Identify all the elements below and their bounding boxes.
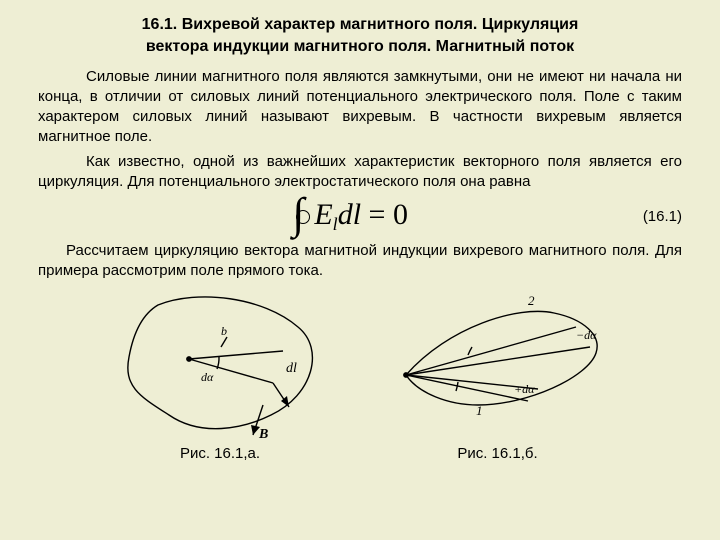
figure-b-caption: Рис. 16.1,б.: [378, 445, 618, 462]
figure-a: dl B dα b Рис. 16.1,а.: [103, 287, 338, 462]
figure-a-caption: Рис. 16.1,а.: [103, 445, 338, 462]
paragraph-2: Как известно, одной из важнейших характе…: [38, 152, 682, 192]
title-line-2: вектора индукции магнитного поля. Магнит…: [146, 38, 574, 55]
integral-circle: [296, 210, 310, 224]
eq-equals: =: [361, 198, 393, 231]
eq-zero: 0: [393, 198, 408, 231]
page-root: 16.1. Вихревой характер магнитного поля.…: [0, 0, 720, 470]
eq-E: E: [314, 198, 332, 231]
label-pos-da: +dα: [514, 382, 535, 396]
paragraph-1: Силовые линии магнитного поля являются з…: [38, 67, 682, 146]
figures-row: dl B dα b Рис. 16.1,а.: [38, 287, 682, 462]
figure-b-svg: 1 2 +dα −dα: [378, 287, 618, 445]
equation-number: (16.1): [643, 208, 682, 225]
label-dl: dl: [286, 361, 297, 376]
label-neg-da: −dα: [576, 328, 597, 342]
title-line-1: 16.1. Вихревой характер магнитного поля.…: [142, 16, 579, 33]
figure-b: 1 2 +dα −dα Рис. 16.1,б.: [378, 287, 618, 462]
section-title: 16.1. Вихревой характер магнитного поля.…: [38, 14, 682, 57]
figure-a-svg: dl B dα b: [103, 287, 338, 445]
label-da: dα: [201, 370, 214, 384]
paragraph-3: Рассчитаем циркуляцию вектора магнитной …: [38, 241, 682, 281]
label-2: 2: [528, 293, 535, 308]
equation-row: ∫ Eldl = 0 (16.1): [38, 198, 682, 235]
label-B: B: [258, 427, 268, 442]
equation-16-1: ∫ Eldl = 0: [296, 198, 408, 235]
label-1: 1: [476, 403, 483, 418]
label-b: b: [221, 324, 227, 338]
eq-dl: dl: [338, 198, 361, 231]
